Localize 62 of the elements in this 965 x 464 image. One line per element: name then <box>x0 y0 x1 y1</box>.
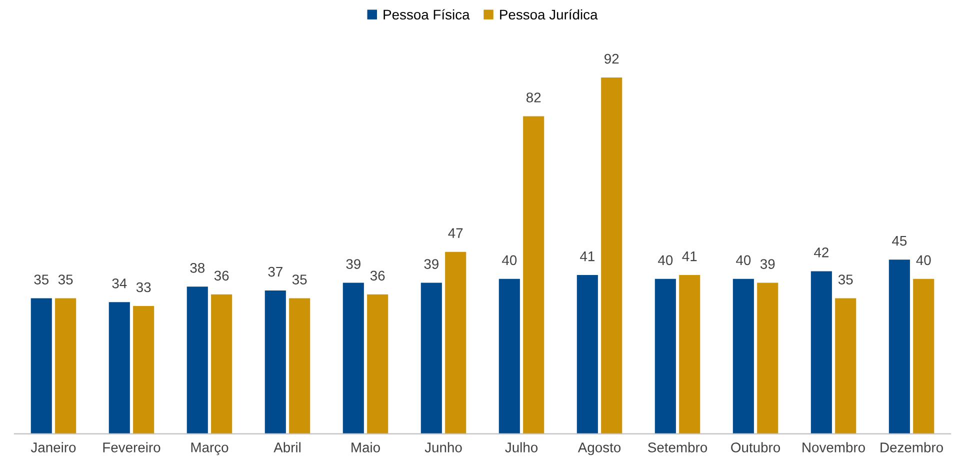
data-label: 40 <box>916 255 931 266</box>
bar <box>211 294 232 434</box>
x-tick-label: Outubro <box>731 442 780 452</box>
data-label: 35 <box>34 274 49 284</box>
bar <box>888 260 910 434</box>
data-label: 41 <box>580 252 594 262</box>
bar <box>913 278 934 434</box>
x-tick-label: Abril <box>274 442 300 452</box>
bar <box>576 275 598 434</box>
data-label: 37 <box>268 266 282 277</box>
bar <box>264 290 286 434</box>
x-tick-label: Novembro <box>802 442 865 452</box>
bar <box>420 282 442 434</box>
bar <box>289 298 310 434</box>
bar <box>108 302 130 434</box>
data-label: 40 <box>658 255 673 266</box>
bar <box>55 298 76 434</box>
x-tick-label: Dezembro <box>880 442 943 452</box>
bar <box>30 298 52 434</box>
legend-label: Pessoa Jurídica <box>500 9 598 20</box>
data-label: 34 <box>112 278 127 288</box>
legend-label: Pessoa Física <box>384 9 470 20</box>
bar <box>498 278 520 434</box>
data-label: 39 <box>760 259 775 269</box>
data-label: 40 <box>736 255 751 266</box>
bar <box>342 282 364 434</box>
x-tick-label: Junho <box>424 442 462 452</box>
data-label: 92 <box>604 54 619 64</box>
bar <box>367 294 388 434</box>
x-tick-label: Agosto <box>578 442 621 456</box>
bar <box>835 298 856 434</box>
data-label: 35 <box>838 274 853 284</box>
bar <box>186 286 208 434</box>
data-label: 38 <box>190 262 205 273</box>
bar <box>133 306 154 434</box>
data-label: 41 <box>682 252 697 262</box>
data-label: 47 <box>448 228 463 238</box>
x-tick-label: Março <box>191 442 228 456</box>
x-tick-label: Fevereiro <box>103 442 160 452</box>
data-label: 33 <box>136 282 151 292</box>
data-label: 36 <box>370 270 385 281</box>
x-tick-label: Maio <box>352 442 380 452</box>
data-label: 39 <box>346 259 360 269</box>
data-label: 82 <box>526 92 541 102</box>
bar <box>654 278 676 434</box>
bar <box>679 275 700 434</box>
data-label: 45 <box>892 236 907 246</box>
data-label: 39 <box>424 259 438 269</box>
data-label: 35 <box>58 274 73 284</box>
data-label: 40 <box>502 255 517 266</box>
data-label: 42 <box>814 247 828 258</box>
data-label: 36 <box>214 270 229 281</box>
bar <box>601 78 622 434</box>
data-label: 35 <box>292 274 307 284</box>
x-tick-label: Janeiro <box>30 442 76 452</box>
x-tick-label: Setembro <box>648 442 708 452</box>
bar <box>445 252 466 434</box>
bar <box>757 282 778 434</box>
bar <box>523 116 544 434</box>
x-tick-label: Julho <box>505 442 538 452</box>
bar <box>810 271 832 434</box>
bar <box>732 278 754 434</box>
